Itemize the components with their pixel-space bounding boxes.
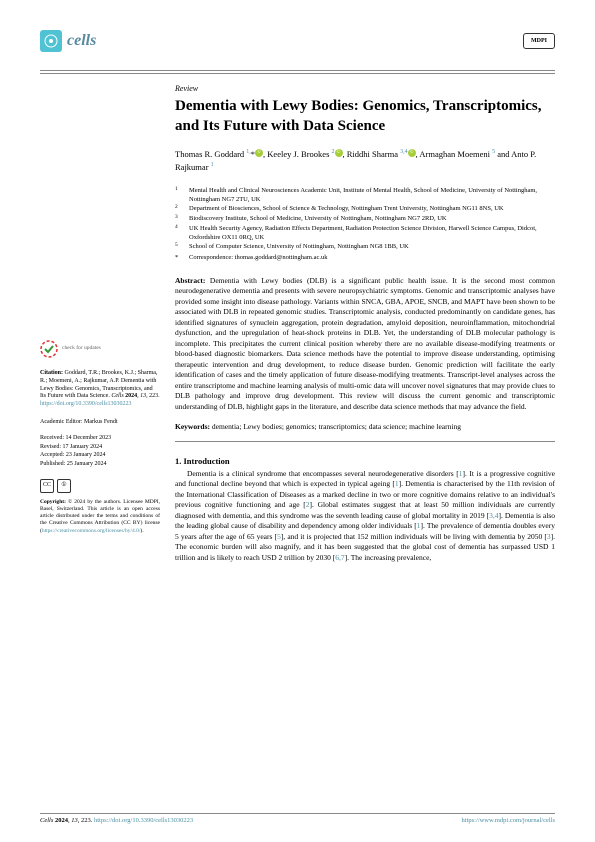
affiliations-block: 1Mental Health and Clinical Neuroscience… [175,186,555,262]
citation-label: Citation: [40,370,63,376]
footer-right[interactable]: https://www.mdpi.com/journal/cells [462,817,555,824]
footer-left: Cells 2024, 13, 223. https://doi.org/10.… [40,817,193,824]
abstract-label: Abstract: [175,276,205,285]
affiliation-row: 3Biodiscovery Institute, School of Medic… [175,214,555,224]
affiliation-row: 1Mental Health and Clinical Neuroscience… [175,186,555,204]
correspondence-row: *Correspondence: thomas.goddard@nottingh… [175,253,555,262]
check-updates-text: check for updates [62,345,101,352]
received-date: Received: 14 December 2023 [40,435,160,443]
revised-date: Revised: 17 January 2024 [40,444,160,452]
published-date: Published: 25 January 2024 [40,461,160,469]
cc-icon: CC [40,479,54,493]
journal-logo: cells [40,30,96,52]
divider [175,441,555,442]
page-header: cells MDPI [40,30,555,52]
cc-license-icons: CC ① [40,479,160,493]
check-updates-badge[interactable]: check for updates [40,340,160,358]
affiliation-row: 4UK Health Security Agency, Radiation Ef… [175,224,555,242]
abstract-text: Dementia with Lewy bodies (DLB) is a sig… [175,276,555,411]
page-footer: Cells 2024, 13, 223. https://doi.org/10.… [40,813,555,824]
article-title: Dementia with Lewy Bodies: Genomics, Tra… [175,97,555,136]
editor-line: Academic Editor: Markus Fendt [40,419,160,427]
divider [40,70,555,71]
affiliation-row: 2Department of Biosciences, School of Sc… [175,204,555,214]
sidebar: check for updates Citation: Goddard, T.R… [40,340,160,535]
copyright-block: Copyright: © 2024 by the authors. Licens… [40,499,160,535]
check-updates-icon [40,340,58,358]
divider [40,73,555,74]
publisher-logo: MDPI [523,33,555,49]
journal-name: cells [67,32,96,50]
keywords-label: Keywords: [175,422,210,431]
abstract-block: Abstract: Dementia with Lewy bodies (DLB… [175,276,555,413]
affiliation-row: 5School of Computer Science, University … [175,242,555,252]
cells-icon [40,30,62,52]
dates-block: Received: 14 December 2023 Revised: 17 J… [40,435,160,469]
section-title: 1. Introduction [175,456,555,466]
article-type: Review [175,84,555,93]
keywords-block: Keywords: dementia; Lewy bodies; genomic… [175,422,555,433]
intro-paragraph: Dementia is a clinical syndrome that enc… [175,469,555,564]
copyright-label: Copyright: [40,499,66,505]
keywords-text: dementia; Lewy bodies; genomics; transcr… [212,422,461,431]
authors-list: Thomas R. Goddard 1,*©, Keeley J. Brooke… [175,148,555,174]
accepted-date: Accepted: 23 January 2024 [40,452,160,460]
citation-block: Citation: Goddard, T.R.; Brookes, K.J.; … [40,370,160,409]
by-icon: ① [57,479,71,493]
